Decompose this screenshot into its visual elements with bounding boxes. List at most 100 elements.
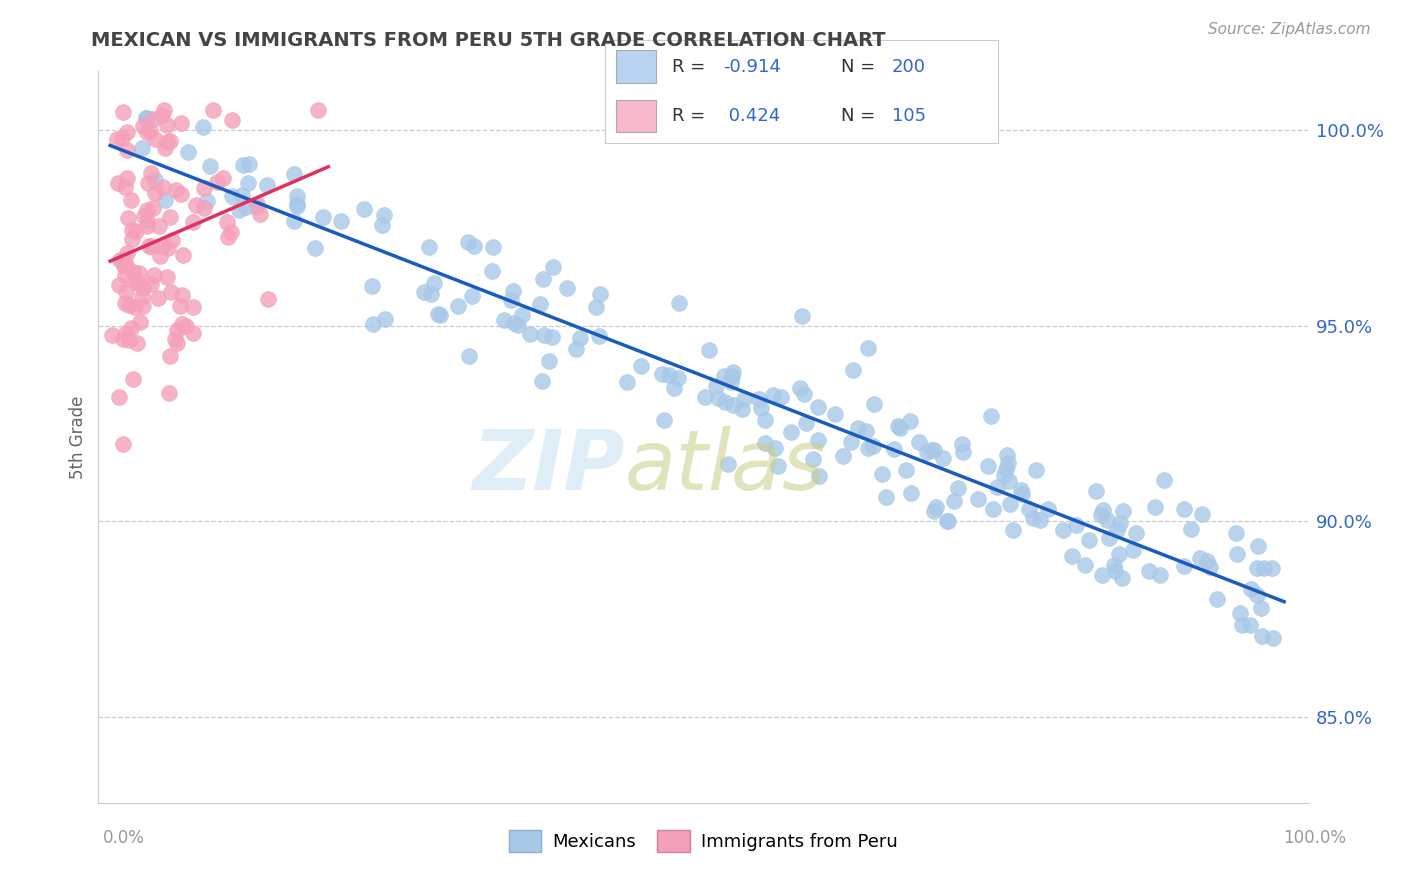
Point [754, 436, 776, 450]
Point [373, 208, 395, 222]
Point [543, 260, 565, 274]
Point [111, 332, 134, 346]
Point [112, 259, 135, 273]
Point [1112, 504, 1135, 518]
Point [1263, 631, 1285, 645]
Point [1246, 561, 1268, 575]
Point [842, 363, 865, 377]
Point [249, 207, 271, 221]
Point [794, 416, 817, 430]
Text: 105: 105 [891, 107, 927, 125]
Point [1010, 483, 1032, 498]
Point [1108, 548, 1130, 562]
Point [652, 412, 675, 426]
Point [749, 401, 772, 415]
Point [228, 203, 250, 218]
Point [1038, 502, 1060, 516]
Point [494, 313, 516, 327]
Text: MEXICAN VS IMMIGRANTS FROM PERU 5TH GRADE CORRELATION CHART: MEXICAN VS IMMIGRANTS FROM PERU 5TH GRAD… [91, 31, 886, 50]
Point [285, 197, 308, 211]
Point [135, 112, 157, 126]
Point [856, 441, 879, 455]
Point [166, 336, 188, 351]
Point [789, 381, 811, 395]
Point [149, 249, 172, 263]
Point [807, 433, 830, 447]
Text: N =: N = [841, 58, 880, 76]
Point [1149, 567, 1171, 582]
Point [429, 308, 451, 322]
Point [889, 421, 911, 435]
Point [1253, 560, 1275, 574]
Point [1092, 503, 1115, 517]
Point [117, 211, 139, 226]
Point [361, 317, 384, 331]
Point [1090, 508, 1112, 522]
Point [153, 141, 176, 155]
Point [304, 241, 326, 255]
Point [131, 289, 153, 303]
Point [931, 451, 953, 466]
Point [952, 445, 974, 459]
Point [993, 468, 1015, 483]
Point [150, 108, 173, 122]
Point [235, 200, 257, 214]
Point [908, 434, 931, 449]
Text: 0.0%: 0.0% [103, 829, 145, 847]
Point [723, 365, 745, 379]
Point [195, 194, 218, 208]
Point [283, 213, 305, 227]
Point [762, 388, 785, 402]
Point [858, 342, 880, 356]
Point [769, 390, 792, 404]
Point [181, 215, 204, 229]
Point [1229, 606, 1251, 620]
Point [998, 474, 1021, 488]
Point [1191, 507, 1213, 521]
Point [142, 201, 165, 215]
Point [1107, 523, 1129, 537]
Point [1077, 533, 1099, 547]
Point [589, 286, 612, 301]
Point [1122, 543, 1144, 558]
Point [503, 316, 526, 330]
Point [875, 490, 897, 504]
Point [1246, 588, 1268, 602]
Point [765, 442, 787, 456]
Point [118, 334, 141, 348]
Point [995, 448, 1018, 462]
Point [114, 259, 136, 273]
Point [105, 132, 128, 146]
Point [121, 223, 143, 237]
Point [121, 232, 143, 246]
Text: -0.914: -0.914 [723, 58, 780, 76]
Point [713, 394, 735, 409]
Point [148, 219, 170, 233]
Point [1240, 582, 1263, 596]
Point [329, 214, 352, 228]
Point [1239, 618, 1261, 632]
Point [153, 103, 176, 118]
Point [159, 349, 181, 363]
Point [110, 252, 132, 267]
Point [114, 180, 136, 194]
Point [585, 300, 607, 314]
Point [232, 157, 254, 171]
Point [423, 276, 446, 290]
Y-axis label: 5th Grade: 5th Grade [69, 395, 87, 479]
Point [1247, 539, 1270, 553]
Point [136, 213, 159, 227]
Point [568, 331, 591, 345]
Point [922, 504, 945, 518]
Point [135, 219, 157, 233]
Point [1052, 523, 1074, 537]
Point [159, 285, 181, 299]
Point [943, 493, 966, 508]
Point [101, 327, 124, 342]
Legend: Mexicans, Immigrants from Peru: Mexicans, Immigrants from Peru [502, 823, 904, 860]
Point [664, 381, 686, 395]
Point [135, 112, 157, 126]
Point [519, 326, 541, 341]
Point [1180, 522, 1202, 536]
Point [184, 198, 207, 212]
